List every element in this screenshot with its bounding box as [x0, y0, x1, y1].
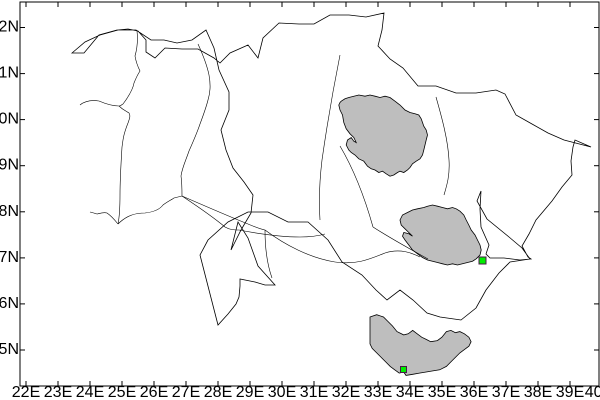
- svg-text:49N: 49N: [0, 157, 19, 174]
- svg-text:52N: 52N: [0, 19, 19, 36]
- svg-text:51N: 51N: [0, 65, 19, 82]
- svg-text:40E: 40E: [585, 384, 600, 400]
- svg-text:32E: 32E: [332, 384, 360, 400]
- svg-text:45N: 45N: [0, 341, 19, 358]
- svg-text:30E: 30E: [268, 384, 296, 400]
- svg-text:37E: 37E: [492, 384, 520, 400]
- svg-text:29E: 29E: [236, 384, 264, 400]
- svg-text:38E: 38E: [524, 384, 552, 400]
- svg-text:22E: 22E: [12, 384, 40, 400]
- svg-text:24E: 24E: [76, 384, 104, 400]
- svg-text:47N: 47N: [0, 249, 19, 266]
- svg-text:26E: 26E: [140, 384, 168, 400]
- svg-text:50N: 50N: [0, 111, 19, 128]
- svg-text:33E: 33E: [364, 384, 392, 400]
- svg-text:31E: 31E: [300, 384, 328, 400]
- svg-text:23E: 23E: [44, 384, 72, 400]
- svg-text:25E: 25E: [108, 384, 136, 400]
- svg-text:46N: 46N: [0, 295, 19, 312]
- svg-text:39E: 39E: [556, 384, 584, 400]
- svg-text:35E: 35E: [428, 384, 456, 400]
- svg-text:48N: 48N: [0, 203, 19, 220]
- svg-text:28E: 28E: [204, 384, 232, 400]
- svg-text:36E: 36E: [460, 384, 488, 400]
- svg-text:27E: 27E: [172, 384, 200, 400]
- svg-text:34E: 34E: [396, 384, 424, 400]
